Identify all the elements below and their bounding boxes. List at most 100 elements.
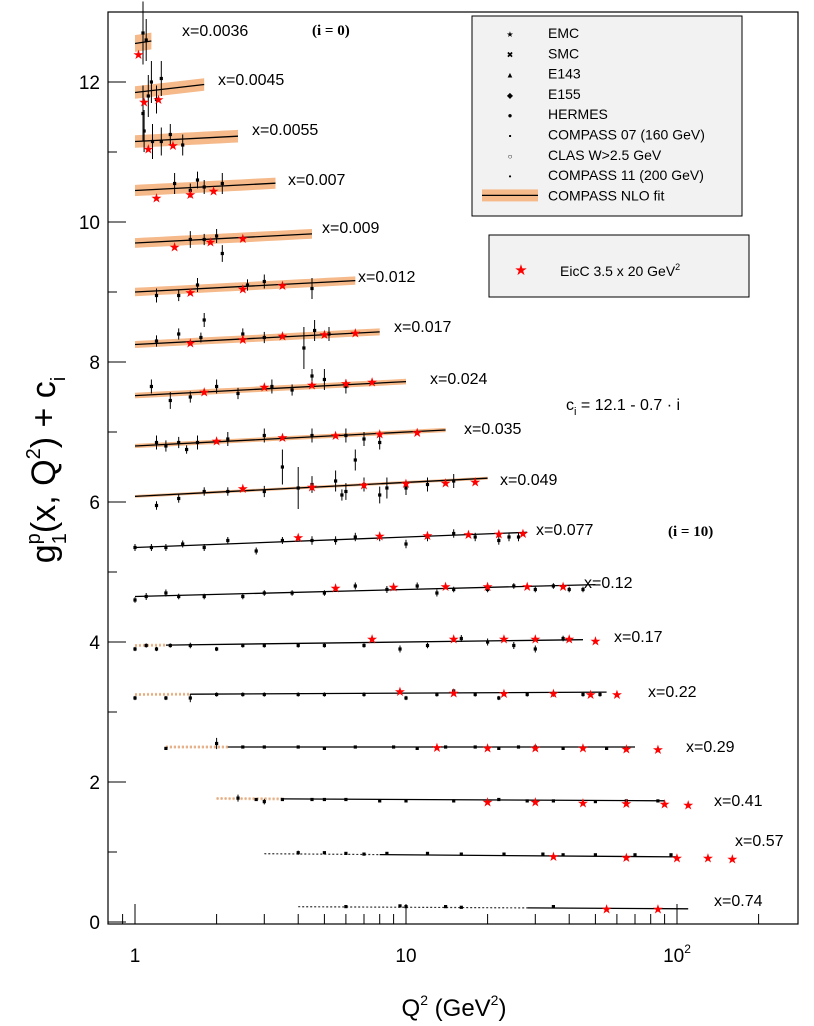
legend-label-0: EMC: [548, 25, 579, 41]
x-tick-label-0: 1: [130, 946, 141, 967]
legend-eicc-sup: 2: [675, 262, 680, 272]
data-point-12-15: [512, 643, 516, 648]
data-point-7-3: [215, 384, 219, 389]
data-point-15-12: [551, 799, 555, 803]
data-point-13-14: [525, 692, 529, 697]
fit-line-4: [134, 233, 313, 244]
legend-marker-0: ★: [506, 30, 513, 39]
legend-marker-2: ▲: [506, 71, 514, 80]
y-axis-mid: (x, Q: [25, 459, 63, 533]
eicc-point-11-5: ★: [557, 579, 569, 594]
data-point-8-4: [226, 437, 230, 441]
data-point-14-14: [561, 746, 565, 750]
data-point-10-0: [133, 545, 137, 550]
data-point-14-16: [605, 746, 609, 750]
data-point-9-11: [385, 486, 389, 490]
data-point-17-0: [344, 905, 348, 909]
data-point-12-0: [133, 647, 137, 651]
data-point-10-8: [310, 538, 314, 543]
data-point-16-6: [459, 852, 463, 856]
legend-eicc-label: EicC 3.5 x 20 GeV2: [560, 262, 680, 279]
data-point-14-4: [296, 745, 300, 749]
data-point-10-1: [149, 545, 153, 550]
eicc-point-13-2: ★: [498, 686, 510, 701]
data-point-9-7: [310, 482, 314, 487]
fit-line-15: [282, 798, 665, 802]
eicc-point-13-3: ★: [548, 686, 560, 701]
x-tick-label-1: 10: [395, 946, 416, 967]
data-point-15-3: [280, 797, 284, 802]
data-point-6-2: [199, 335, 203, 340]
eicc-point-12-0: ★: [366, 632, 378, 647]
data-point-10-5: [226, 538, 230, 543]
data-point-0-1: [144, 38, 148, 42]
eicc-point-15-1: ★: [529, 795, 541, 810]
eicc-point-14-3: ★: [577, 741, 589, 756]
legend-label-5: COMPASS 07 (160 GeV): [548, 127, 705, 143]
eicc-point-13-0: ★: [394, 684, 406, 699]
data-point-10-14: [452, 531, 456, 536]
data-point-11-17: [551, 584, 555, 588]
data-point-14-7: [392, 745, 396, 749]
eicc-point-11-3: ★: [482, 579, 494, 594]
x-axis-title: Q2 (GeV2): [402, 992, 507, 1022]
fit-line-6: [134, 331, 380, 346]
annotation-i10: (i = 10): [668, 524, 713, 540]
y-tick-label-1: 2: [89, 773, 100, 794]
legend-eicc-marker: ★: [514, 262, 527, 279]
data-point-14-5: [322, 746, 326, 750]
data-point-10-11: [378, 535, 382, 539]
eicc-point-8-0: ★: [211, 433, 223, 448]
data-point-14-6: [353, 745, 357, 749]
bin-label-2: x=0.0055: [252, 122, 318, 139]
data-point-10-2: [164, 545, 168, 550]
eicc-point-17-1: ★: [652, 902, 664, 917]
eicc-point-15-3: ★: [620, 796, 632, 811]
data-point-1-4: [149, 80, 153, 84]
data-points: [133, 1, 673, 909]
bin-labels: x=0.0036 x=0.0045 x=0.0055 x=0.007 x=0.009 x=…: [182, 23, 784, 910]
eicc-point-12-4: ★: [563, 632, 575, 647]
x-axis-units-sup: 2: [491, 992, 499, 1008]
bin-label-9: x=0.049: [500, 472, 557, 489]
eicc-point-9-2: ★: [358, 478, 370, 493]
data-point-9-9: [344, 489, 348, 494]
eicc-point-6-3: ★: [319, 327, 331, 342]
data-point-15-15: [656, 799, 660, 803]
eicc-point-5-1: ★: [237, 282, 249, 297]
eicc-point-10-5: ★: [517, 526, 529, 541]
data-point-5-4: [310, 286, 314, 291]
fit-line-13: [190, 691, 607, 695]
legend-label-2: E143: [548, 66, 581, 82]
data-point-9-5: [280, 465, 284, 469]
annotation-i0: (i = 0): [312, 23, 350, 39]
data-point-16-1: [322, 851, 326, 855]
data-point-12-17: [561, 636, 565, 641]
eicc-point-12-3: ★: [529, 632, 541, 647]
bin-label-1: x=0.0045: [218, 72, 284, 89]
data-point-6-7: [313, 328, 317, 333]
data-point-17-3: [444, 905, 448, 909]
data-point-2-2: [159, 139, 163, 144]
data-point-7-4: [236, 391, 240, 396]
data-point-8-10: [378, 440, 382, 445]
legend-label-7: COMPASS 11 (200 GeV): [548, 167, 704, 183]
eicc-point-7-0: ★: [198, 384, 210, 399]
data-point-7-7: [310, 374, 314, 378]
data-point-9-13: [425, 482, 430, 487]
data-point-12-7: [262, 643, 266, 648]
eicc-point-0-0: ★: [133, 47, 145, 62]
data-point-15-9: [452, 799, 456, 803]
data-point-13-4: [241, 692, 245, 697]
legend-marker-7: •: [509, 172, 512, 181]
bin-label-14: x=0.29: [686, 739, 735, 756]
data-point-15-4: [310, 797, 314, 802]
bin-label-0: x=0.0036: [182, 23, 248, 40]
data-point-10-4: [202, 545, 206, 550]
eicc-point-6-1: ★: [237, 332, 249, 347]
data-point-15-14: [624, 799, 628, 803]
legend-marker-1: ✖: [507, 50, 514, 59]
eicc-point-15-0: ★: [482, 795, 494, 810]
eicc-point-6-0: ★: [184, 335, 196, 350]
data-point-15-5: [322, 797, 326, 802]
